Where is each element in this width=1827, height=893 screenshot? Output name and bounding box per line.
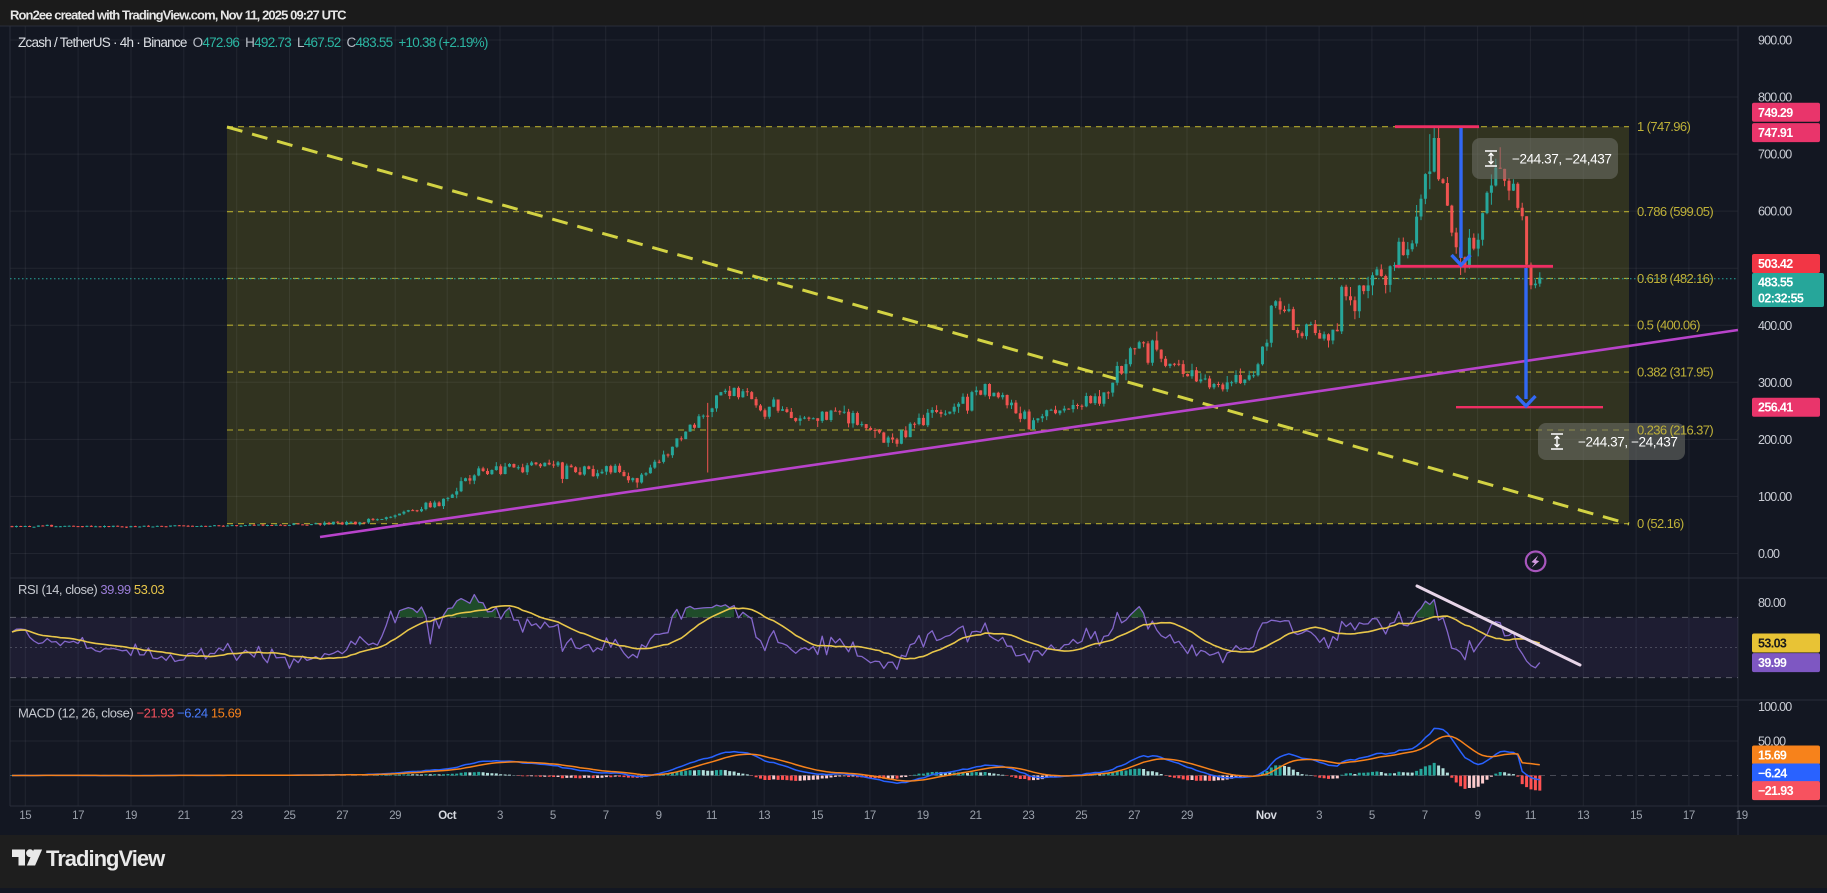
svg-text:17: 17	[1683, 810, 1695, 822]
svg-text:11: 11	[1525, 810, 1536, 822]
svg-text:27: 27	[1128, 810, 1140, 822]
svg-text:15: 15	[811, 810, 823, 822]
svg-text:Nov: Nov	[1256, 810, 1278, 822]
svg-text:400.00: 400.00	[1758, 319, 1792, 333]
svg-text:100.00: 100.00	[1758, 490, 1792, 504]
svg-text:Ron2ee created with TradingVie: Ron2ee created with TradingView.com, Nov…	[10, 8, 347, 23]
svg-text:256.41: 256.41	[1758, 401, 1793, 415]
svg-text:−244.37, −24,437: −244.37, −24,437	[1578, 435, 1677, 450]
svg-text:RSI (14, close) 39.99 53.03: RSI (14, close) 39.99 53.03	[18, 582, 164, 597]
svg-text:0.5 (400.06): 0.5 (400.06)	[1637, 318, 1700, 333]
svg-text:TradingView: TradingView	[46, 846, 166, 871]
svg-text:483.55: 483.55	[1758, 276, 1793, 290]
svg-text:15: 15	[1630, 810, 1642, 822]
svg-text:27: 27	[336, 810, 348, 822]
svg-text:15: 15	[19, 810, 31, 822]
svg-text:23: 23	[231, 810, 243, 822]
svg-text:−244.37, −24,437: −244.37, −24,437	[1512, 152, 1611, 167]
svg-text:17: 17	[864, 810, 876, 822]
svg-text:300.00: 300.00	[1758, 376, 1792, 390]
svg-text:0.618 (482.16): 0.618 (482.16)	[1637, 271, 1713, 286]
svg-text:13: 13	[758, 810, 770, 822]
svg-text:0.00: 0.00	[1758, 547, 1780, 561]
svg-text:11: 11	[706, 810, 717, 822]
svg-text:100.00: 100.00	[1758, 700, 1792, 714]
svg-text:700.00: 700.00	[1758, 148, 1792, 162]
svg-text:19: 19	[917, 810, 929, 822]
svg-text:21: 21	[178, 810, 190, 822]
svg-text:3: 3	[497, 810, 503, 822]
svg-text:0.236 (216.37): 0.236 (216.37)	[1637, 423, 1713, 438]
svg-text:9: 9	[1475, 810, 1481, 822]
svg-text:3: 3	[1316, 810, 1322, 822]
svg-text:19: 19	[1736, 810, 1748, 822]
svg-text:800.00: 800.00	[1758, 91, 1792, 105]
svg-text:7: 7	[603, 810, 609, 822]
svg-text:29: 29	[389, 810, 401, 822]
svg-text:600.00: 600.00	[1758, 205, 1792, 219]
svg-text:Zcash / TetherUS · 4h · Binanc: Zcash / TetherUS · 4h · Binance O472.96 …	[18, 35, 488, 50]
svg-text:80.00: 80.00	[1758, 596, 1786, 610]
svg-text:25: 25	[284, 810, 296, 822]
svg-text:50.00: 50.00	[1758, 735, 1786, 749]
svg-text:23: 23	[1022, 810, 1034, 822]
svg-text:5: 5	[550, 810, 556, 822]
svg-text:5: 5	[1369, 810, 1375, 822]
svg-text:9: 9	[656, 810, 662, 822]
svg-text:900.00: 900.00	[1758, 34, 1792, 48]
svg-text:747.91: 747.91	[1758, 126, 1793, 140]
svg-text:0.382 (317.95): 0.382 (317.95)	[1637, 365, 1713, 380]
svg-text:200.00: 200.00	[1758, 433, 1792, 447]
svg-text:0 (52.16): 0 (52.16)	[1637, 516, 1684, 531]
svg-text:1 (747.96): 1 (747.96)	[1637, 119, 1691, 134]
svg-text:02:32:55: 02:32:55	[1758, 292, 1804, 306]
svg-text:MACD (12, 26, close) −21.93 −6: MACD (12, 26, close) −21.93 −6.24 15.69	[18, 706, 241, 721]
svg-text:29: 29	[1181, 810, 1193, 822]
svg-text:19: 19	[125, 810, 137, 822]
svg-text:39.99: 39.99	[1758, 656, 1787, 670]
svg-text:−21.93: −21.93	[1758, 784, 1794, 798]
svg-text:53.03: 53.03	[1758, 637, 1787, 651]
svg-text:17: 17	[72, 810, 84, 822]
svg-text:13: 13	[1577, 810, 1589, 822]
svg-text:503.42: 503.42	[1758, 257, 1793, 271]
svg-text:Oct: Oct	[438, 810, 457, 822]
svg-text:21: 21	[970, 810, 982, 822]
svg-text:15.69: 15.69	[1758, 749, 1787, 763]
svg-text:749.29: 749.29	[1758, 106, 1793, 120]
svg-text:−6.24: −6.24	[1758, 767, 1787, 781]
svg-text:25: 25	[1075, 810, 1087, 822]
svg-text:0.786 (599.05): 0.786 (599.05)	[1637, 204, 1713, 219]
svg-text:7: 7	[1422, 810, 1428, 822]
